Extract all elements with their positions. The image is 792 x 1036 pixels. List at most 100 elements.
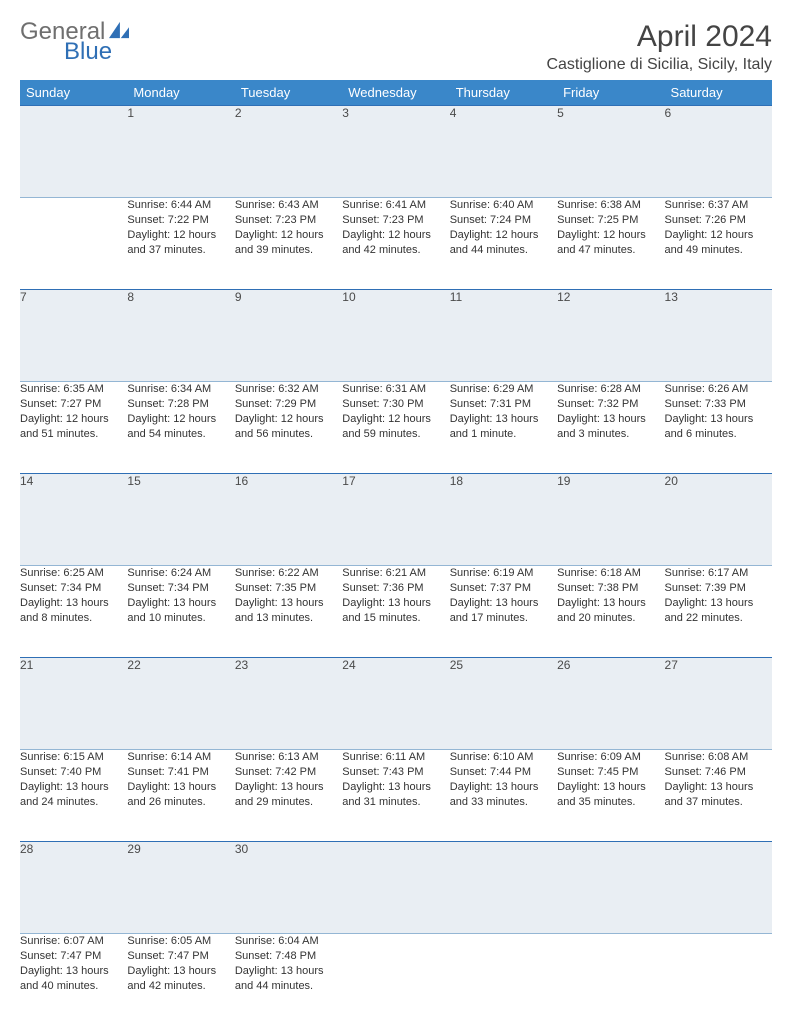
day-cell: Sunrise: 6:07 AMSunset: 7:47 PMDaylight:…: [20, 934, 127, 1026]
day-cell: Sunrise: 6:43 AMSunset: 7:23 PMDaylight:…: [235, 198, 342, 290]
sunset-text: Sunset: 7:33 PM: [665, 397, 772, 412]
daylight-text-1: Daylight: 13 hours: [450, 412, 557, 427]
sunrise-text: Sunrise: 6:43 AM: [235, 198, 342, 213]
daynum-cell: 5: [557, 106, 664, 198]
daylight-text-1: Daylight: 13 hours: [450, 596, 557, 611]
day-cell: [557, 934, 664, 1026]
sunset-text: Sunset: 7:25 PM: [557, 213, 664, 228]
week-4-daynums: 21222324252627: [20, 658, 772, 750]
daylight-text-1: Daylight: 12 hours: [665, 228, 772, 243]
daylight-text-1: Daylight: 12 hours: [127, 412, 234, 427]
day-cell: Sunrise: 6:11 AMSunset: 7:43 PMDaylight:…: [342, 750, 449, 842]
sunrise-text: Sunrise: 6:37 AM: [665, 198, 772, 213]
daynum-cell: [20, 106, 127, 198]
daylight-text-2: and 51 minutes.: [20, 427, 127, 442]
daylight-text-1: Daylight: 13 hours: [127, 780, 234, 795]
week-3-daynums: 14151617181920: [20, 474, 772, 566]
daylight-text-2: and 56 minutes.: [235, 427, 342, 442]
day-cell: [20, 198, 127, 290]
sunrise-text: Sunrise: 6:35 AM: [20, 382, 127, 397]
sunset-text: Sunset: 7:48 PM: [235, 949, 342, 964]
daynum-cell: [450, 842, 557, 934]
title-block: April 2024 Castiglione di Sicilia, Sicil…: [546, 20, 772, 74]
daynum-cell: 8: [127, 290, 234, 382]
sunset-text: Sunset: 7:46 PM: [665, 765, 772, 780]
daylight-text-2: and 1 minute.: [450, 427, 557, 442]
sunset-text: Sunset: 7:44 PM: [450, 765, 557, 780]
sunset-text: Sunset: 7:29 PM: [235, 397, 342, 412]
sunrise-text: Sunrise: 6:04 AM: [235, 934, 342, 949]
daylight-text-1: Daylight: 13 hours: [557, 412, 664, 427]
week-1-content: Sunrise: 6:44 AMSunset: 7:22 PMDaylight:…: [20, 198, 772, 290]
daylight-text-1: Daylight: 12 hours: [235, 228, 342, 243]
daylight-text-2: and 26 minutes.: [127, 795, 234, 810]
sunset-text: Sunset: 7:23 PM: [235, 213, 342, 228]
day-cell: Sunrise: 6:14 AMSunset: 7:41 PMDaylight:…: [127, 750, 234, 842]
sunset-text: Sunset: 7:41 PM: [127, 765, 234, 780]
logo-text-blue: Blue: [64, 40, 131, 64]
daynum-cell: 9: [235, 290, 342, 382]
week-5-daynums: 282930: [20, 842, 772, 934]
day-cell: Sunrise: 6:44 AMSunset: 7:22 PMDaylight:…: [127, 198, 234, 290]
daynum-cell: 10: [342, 290, 449, 382]
daylight-text-1: Daylight: 13 hours: [127, 596, 234, 611]
day-cell: [342, 934, 449, 1026]
sunrise-text: Sunrise: 6:29 AM: [450, 382, 557, 397]
sunset-text: Sunset: 7:39 PM: [665, 581, 772, 596]
dow-row: Sunday Monday Tuesday Wednesday Thursday…: [20, 80, 772, 106]
sunset-text: Sunset: 7:24 PM: [450, 213, 557, 228]
daynum-cell: 21: [20, 658, 127, 750]
sunrise-text: Sunrise: 6:15 AM: [20, 750, 127, 765]
daylight-text-2: and 22 minutes.: [665, 611, 772, 626]
sunset-text: Sunset: 7:34 PM: [127, 581, 234, 596]
sunrise-text: Sunrise: 6:18 AM: [557, 566, 664, 581]
day-cell: Sunrise: 6:35 AMSunset: 7:27 PMDaylight:…: [20, 382, 127, 474]
sunset-text: Sunset: 7:27 PM: [20, 397, 127, 412]
daynum-cell: 14: [20, 474, 127, 566]
daynum-cell: 29: [127, 842, 234, 934]
daynum-cell: 19: [557, 474, 664, 566]
sunrise-text: Sunrise: 6:26 AM: [665, 382, 772, 397]
daynum-cell: 7: [20, 290, 127, 382]
daylight-text-1: Daylight: 13 hours: [557, 780, 664, 795]
day-cell: Sunrise: 6:13 AMSunset: 7:42 PMDaylight:…: [235, 750, 342, 842]
day-cell: Sunrise: 6:15 AMSunset: 7:40 PMDaylight:…: [20, 750, 127, 842]
daynum-cell: [342, 842, 449, 934]
daynum-cell: 13: [665, 290, 772, 382]
calendar-table: Sunday Monday Tuesday Wednesday Thursday…: [20, 80, 772, 1026]
daynum-cell: 26: [557, 658, 664, 750]
sunrise-text: Sunrise: 6:34 AM: [127, 382, 234, 397]
daynum-cell: 25: [450, 658, 557, 750]
day-cell: [665, 934, 772, 1026]
dow-wednesday: Wednesday: [342, 80, 449, 106]
daynum-cell: 23: [235, 658, 342, 750]
sunrise-text: Sunrise: 6:41 AM: [342, 198, 449, 213]
sunset-text: Sunset: 7:22 PM: [127, 213, 234, 228]
sunset-text: Sunset: 7:47 PM: [20, 949, 127, 964]
daylight-text-2: and 39 minutes.: [235, 243, 342, 258]
sunset-text: Sunset: 7:45 PM: [557, 765, 664, 780]
sunrise-text: Sunrise: 6:08 AM: [665, 750, 772, 765]
daylight-text-1: Daylight: 13 hours: [20, 964, 127, 979]
sunrise-text: Sunrise: 6:24 AM: [127, 566, 234, 581]
sunset-text: Sunset: 7:26 PM: [665, 213, 772, 228]
sunset-text: Sunset: 7:28 PM: [127, 397, 234, 412]
daylight-text-1: Daylight: 12 hours: [557, 228, 664, 243]
sunset-text: Sunset: 7:31 PM: [450, 397, 557, 412]
sunrise-text: Sunrise: 6:13 AM: [235, 750, 342, 765]
daylight-text-1: Daylight: 13 hours: [342, 596, 449, 611]
dow-saturday: Saturday: [665, 80, 772, 106]
daylight-text-2: and 17 minutes.: [450, 611, 557, 626]
daylight-text-2: and 37 minutes.: [665, 795, 772, 810]
daylight-text-2: and 31 minutes.: [342, 795, 449, 810]
daylight-text-2: and 20 minutes.: [557, 611, 664, 626]
daynum-cell: 27: [665, 658, 772, 750]
day-cell: Sunrise: 6:10 AMSunset: 7:44 PMDaylight:…: [450, 750, 557, 842]
daylight-text-2: and 24 minutes.: [20, 795, 127, 810]
daylight-text-1: Daylight: 13 hours: [342, 780, 449, 795]
daynum-cell: 24: [342, 658, 449, 750]
daylight-text-1: Daylight: 13 hours: [20, 596, 127, 611]
daylight-text-1: Daylight: 12 hours: [342, 228, 449, 243]
sunrise-text: Sunrise: 6:09 AM: [557, 750, 664, 765]
dow-friday: Friday: [557, 80, 664, 106]
